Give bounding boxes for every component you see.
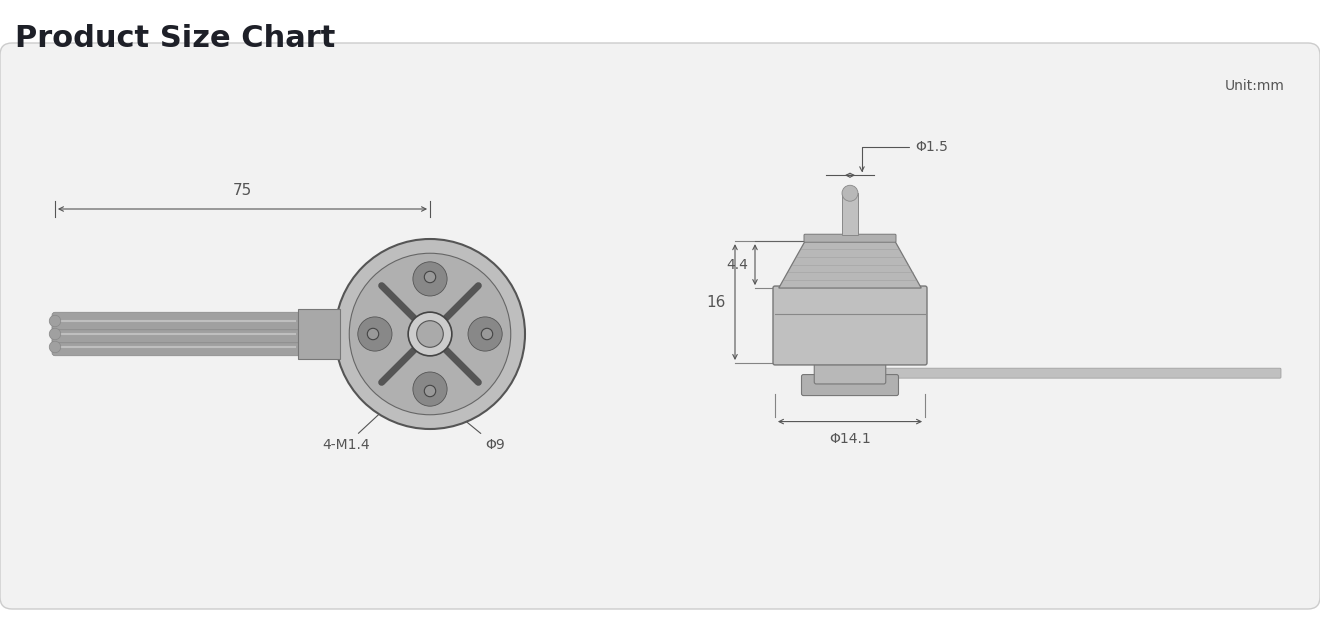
Circle shape [358,317,392,351]
FancyBboxPatch shape [0,43,1320,609]
FancyBboxPatch shape [871,368,1280,378]
FancyBboxPatch shape [814,360,886,384]
Circle shape [842,185,858,201]
Circle shape [335,239,525,429]
Circle shape [408,312,451,356]
FancyBboxPatch shape [849,365,884,381]
Text: 4.4: 4.4 [726,258,748,272]
Circle shape [417,321,444,347]
Circle shape [49,315,61,327]
Circle shape [482,328,492,340]
Circle shape [49,328,61,340]
FancyBboxPatch shape [774,286,927,365]
Text: 16: 16 [706,295,726,310]
Circle shape [469,317,502,351]
Circle shape [49,341,61,353]
Text: Unit:mm: Unit:mm [1225,79,1284,93]
Text: Φ9: Φ9 [397,365,504,452]
Circle shape [350,253,511,415]
Circle shape [367,328,379,340]
FancyBboxPatch shape [51,338,301,356]
Text: 4-M1.4: 4-M1.4 [322,395,400,452]
Text: Product Size Chart: Product Size Chart [15,24,335,53]
FancyBboxPatch shape [51,312,301,330]
Circle shape [424,385,436,397]
Circle shape [413,372,447,406]
Text: Φ14.1: Φ14.1 [829,431,871,446]
FancyBboxPatch shape [804,234,896,242]
Text: Φ1.5: Φ1.5 [859,141,948,171]
Polygon shape [779,241,921,288]
Circle shape [424,271,436,283]
Text: 75: 75 [232,183,252,198]
FancyBboxPatch shape [801,374,899,396]
Bar [842,193,858,235]
FancyBboxPatch shape [51,325,301,343]
Circle shape [413,262,447,296]
Bar [298,309,341,359]
